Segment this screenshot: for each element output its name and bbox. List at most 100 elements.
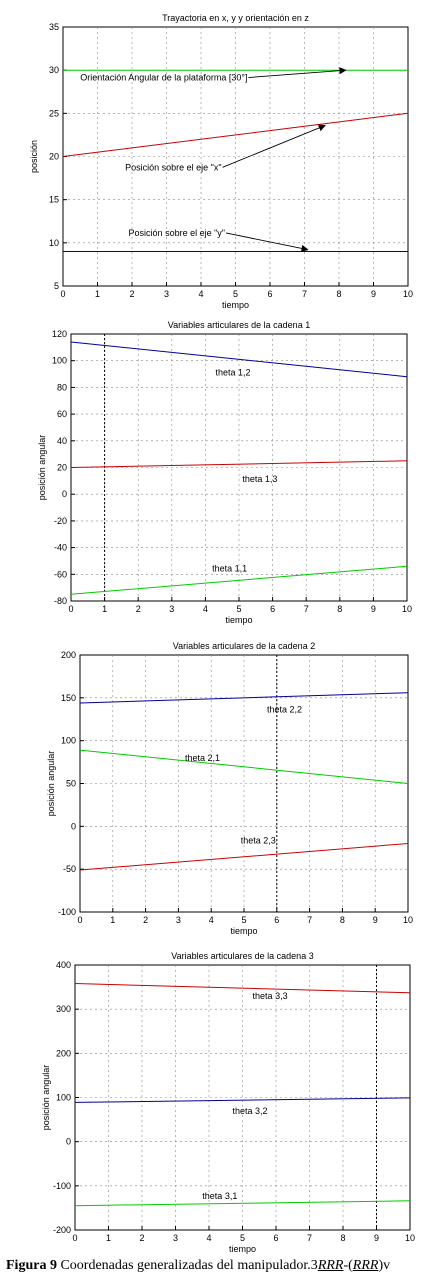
x-tick-label: 0 [68, 604, 73, 614]
y-tick-label: 10 [49, 238, 59, 248]
series-line-2 [74, 1097, 411, 1103]
caption-underlined: RRR [317, 1258, 344, 1273]
annotation-label: theta 1,3 [242, 474, 277, 484]
x-tick-label: 1 [110, 915, 115, 925]
x-tick-label: 10 [405, 1233, 415, 1243]
series-line-2 [70, 460, 408, 468]
y-tick-label: 80 [57, 382, 67, 392]
x-tick-label: 9 [373, 915, 378, 925]
x-tick-label: 1 [106, 1233, 111, 1243]
chart-title: Trayactoria en x, y y orientación en z [162, 13, 309, 23]
x-tick-label: 10 [402, 604, 412, 614]
caption-mid: -( [343, 1258, 353, 1273]
x-tick-label: 5 [241, 915, 246, 925]
y-tick-label: 100 [56, 1093, 71, 1103]
x-tick-label: 7 [304, 604, 309, 614]
series-line-3 [70, 565, 408, 595]
x-tick-label: 1 [102, 604, 107, 614]
x-tick-label: 3 [169, 604, 174, 614]
x-tick-label: 0 [60, 289, 65, 299]
y-tick-label: 20 [49, 152, 59, 162]
x-tick-label: 8 [340, 915, 345, 925]
y-tick-label: 50 [66, 779, 76, 789]
annotation-label: theta 1,2 [215, 367, 250, 377]
caption-text: Coordenadas generalizadas del manipulado… [60, 1258, 318, 1273]
annotation-label: theta 2,1 [185, 753, 220, 763]
chart-title: Variables articulares de la cadena 3 [171, 951, 313, 961]
x-tick-label: 5 [236, 604, 241, 614]
x-tick-label: 8 [340, 1233, 345, 1243]
x-tick-label: 2 [139, 1233, 144, 1243]
caption-prefix: Figura 9 [6, 1258, 57, 1273]
x-tick-label: 6 [274, 915, 279, 925]
x-tick-label: 9 [371, 289, 376, 299]
annotation-label: Posición sobre el eje "x" [125, 162, 221, 172]
x-tick-label: 7 [302, 289, 307, 299]
x-tick-label: 3 [164, 289, 169, 299]
figure-caption: Figura 9 Coordenadas generalizadas del m… [6, 1258, 442, 1274]
y-tick-label: 25 [49, 108, 59, 118]
annotation-label: Orientación Angular de la plataforma [30… [80, 73, 247, 83]
y-tick-label: 150 [61, 693, 76, 703]
caption-end: )v [378, 1258, 391, 1273]
x-tick-label: 0 [72, 1233, 77, 1243]
y-axis-label: posición angular [46, 751, 56, 817]
x-tick-label: 4 [209, 915, 214, 925]
plot-area [79, 654, 409, 913]
x-tick-label: 7 [307, 1233, 312, 1243]
x-tick-label: 4 [203, 604, 208, 614]
x-tick-label: 5 [233, 289, 238, 299]
x-axis-label: tiempo [222, 300, 249, 310]
x-tick-label: 5 [240, 1233, 245, 1243]
x-tick-label: 9 [371, 604, 376, 614]
series-line-1 [70, 341, 408, 378]
annotation-label: theta 3,1 [202, 1191, 237, 1201]
y-axis-label: posición [29, 140, 39, 173]
y-tick-label: -100 [53, 1181, 71, 1191]
y-tick-label: 20 [57, 463, 67, 473]
x-tick-label: 0 [77, 915, 82, 925]
annotation-arrow [222, 124, 326, 168]
x-tick-label: 6 [273, 1233, 278, 1243]
x-tick-label: 3 [176, 915, 181, 925]
series-line-1 [74, 983, 411, 994]
y-tick-label: 400 [56, 960, 71, 970]
x-tick-label: 10 [403, 289, 413, 299]
annotation-label: theta 3,2 [232, 1106, 267, 1116]
chart-panel-4: 0 1 2 3 4 5 6 7 8 9 10 -200 -100 0 100 200 300 400 Variabl… [41, 951, 415, 1254]
x-axis-label: tiempo [225, 615, 252, 625]
x-tick-label: 6 [267, 289, 272, 299]
y-tick-label: -20 [54, 516, 67, 526]
chart-panel-3: 0 1 2 3 4 5 6 7 8 9 10 -100 -50 0 50 100 150 200 Variables… [46, 641, 413, 936]
y-tick-label: 200 [56, 1048, 71, 1058]
annotation-label: theta 1,1 [212, 564, 247, 574]
annotation-label: theta 3,3 [253, 991, 288, 1001]
y-tick-label: 40 [57, 436, 67, 446]
annotation-arrow [225, 232, 309, 252]
y-tick-label: 100 [52, 356, 67, 366]
chart-panel-1: 0 1 2 3 4 5 6 7 8 9 10 5 10 15 20 25 30 35 Trayactoria en … [29, 13, 413, 310]
y-tick-label: 5 [54, 281, 59, 291]
x-tick-label: 4 [198, 289, 203, 299]
y-tick-label: -80 [54, 596, 67, 606]
annotation-label: theta 2,3 [241, 835, 276, 845]
x-axis-label: tiempo [229, 1244, 256, 1254]
y-tick-label: 120 [52, 329, 67, 339]
y-tick-label: 100 [61, 736, 76, 746]
caption-underlined-2: RRR [352, 1258, 379, 1273]
y-tick-label: -100 [58, 907, 76, 917]
annotation-label: theta 2,2 [267, 704, 302, 714]
series-line-2 [79, 749, 409, 784]
annotation-label: Posición sobre el eje "y" [129, 228, 225, 238]
x-tick-label: 2 [129, 289, 134, 299]
x-tick-label: 6 [270, 604, 275, 614]
x-axis-label: tiempo [230, 926, 257, 936]
x-tick-label: 7 [307, 915, 312, 925]
y-tick-label: -40 [54, 543, 67, 553]
y-tick-label: 0 [62, 489, 67, 499]
y-tick-label: 0 [66, 1137, 71, 1147]
x-tick-label: 3 [173, 1233, 178, 1243]
y-tick-label: 60 [57, 409, 67, 419]
chart-title: Variables articulares de la cadena 2 [173, 641, 315, 651]
